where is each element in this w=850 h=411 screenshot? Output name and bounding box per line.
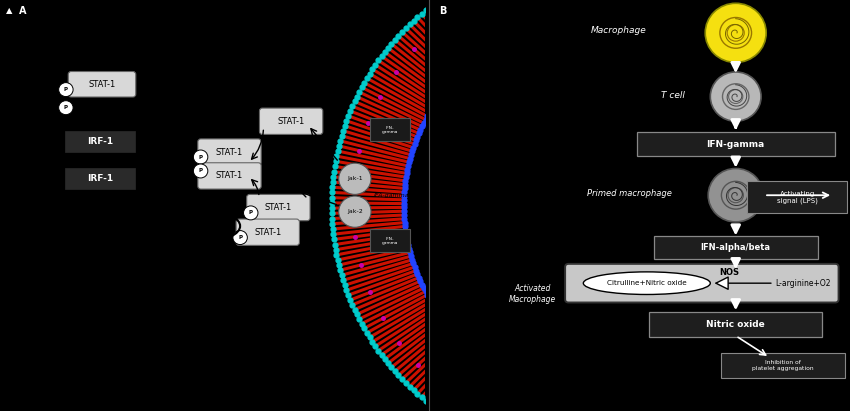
Text: Jak-2: Jak-2 <box>347 209 363 214</box>
Text: P: P <box>64 87 68 92</box>
Text: L-arginine+O2: L-arginine+O2 <box>776 279 831 288</box>
FancyBboxPatch shape <box>259 108 323 134</box>
Text: Nitric oxide: Nitric oxide <box>706 320 765 329</box>
Text: iNOS: iNOS <box>88 222 111 231</box>
Ellipse shape <box>583 272 711 294</box>
Text: IFN-
gamma: IFN- gamma <box>382 126 399 134</box>
FancyBboxPatch shape <box>198 139 261 165</box>
Text: Jak-1: Jak-1 <box>347 176 363 181</box>
Text: IFN-gamma: IFN-gamma <box>706 140 765 149</box>
Text: Citrulline+Nitric oxide: Citrulline+Nitric oxide <box>607 280 687 286</box>
Text: P: P <box>199 169 202 173</box>
FancyBboxPatch shape <box>565 264 839 302</box>
Circle shape <box>338 196 371 227</box>
Circle shape <box>244 206 258 220</box>
Circle shape <box>193 150 207 164</box>
FancyBboxPatch shape <box>637 132 835 156</box>
Text: B: B <box>439 6 447 16</box>
Text: NO: NO <box>198 267 217 277</box>
FancyBboxPatch shape <box>198 163 261 189</box>
Text: IRF-1: IRF-1 <box>87 174 113 183</box>
FancyBboxPatch shape <box>654 236 818 259</box>
Text: Primed macrophage: Primed macrophage <box>587 189 672 199</box>
Text: STAT-1: STAT-1 <box>88 80 116 89</box>
FancyBboxPatch shape <box>371 118 410 141</box>
Circle shape <box>708 169 763 222</box>
Circle shape <box>711 72 761 121</box>
Text: IFA-gamma-R: IFA-gamma-R <box>374 193 416 198</box>
FancyBboxPatch shape <box>746 181 847 213</box>
Text: P: P <box>64 105 68 110</box>
FancyBboxPatch shape <box>649 312 822 337</box>
Text: IRF-1: IRF-1 <box>87 137 113 146</box>
Circle shape <box>59 101 73 115</box>
FancyBboxPatch shape <box>246 194 310 221</box>
Text: STAT-1: STAT-1 <box>88 98 116 107</box>
Circle shape <box>193 164 207 178</box>
Circle shape <box>706 3 766 62</box>
Text: iNOS: iNOS <box>197 222 219 231</box>
Text: NOS: NOS <box>719 268 740 277</box>
Text: Macrophage: Macrophage <box>591 26 647 35</box>
Text: P: P <box>238 235 242 240</box>
Text: Inhibition of
platelet aggregation: Inhibition of platelet aggregation <box>752 360 814 371</box>
FancyBboxPatch shape <box>68 72 136 97</box>
Text: ▲: ▲ <box>7 6 13 15</box>
Text: Activating
signal (LPS): Activating signal (LPS) <box>777 191 818 204</box>
FancyBboxPatch shape <box>722 353 846 378</box>
FancyBboxPatch shape <box>236 219 299 245</box>
Text: STAT-1: STAT-1 <box>216 171 243 180</box>
Text: IFN-
gamma: IFN- gamma <box>382 237 399 245</box>
Text: STAT-1: STAT-1 <box>264 203 292 212</box>
Text: T cell: T cell <box>661 91 685 100</box>
Text: STAT-1: STAT-1 <box>216 148 243 157</box>
Circle shape <box>233 231 247 245</box>
FancyBboxPatch shape <box>65 168 134 189</box>
Text: Activated
Macrophage: Activated Macrophage <box>509 284 556 304</box>
Text: A: A <box>19 6 26 16</box>
FancyBboxPatch shape <box>65 131 134 152</box>
FancyBboxPatch shape <box>371 229 410 252</box>
Circle shape <box>338 163 371 194</box>
Text: STAT-1: STAT-1 <box>277 117 305 126</box>
Text: P: P <box>249 210 252 215</box>
Text: IFN-alpha/beta: IFN-alpha/beta <box>700 243 771 252</box>
Text: STAT-1: STAT-1 <box>254 228 281 237</box>
Text: P: P <box>199 155 202 159</box>
Circle shape <box>59 83 73 97</box>
